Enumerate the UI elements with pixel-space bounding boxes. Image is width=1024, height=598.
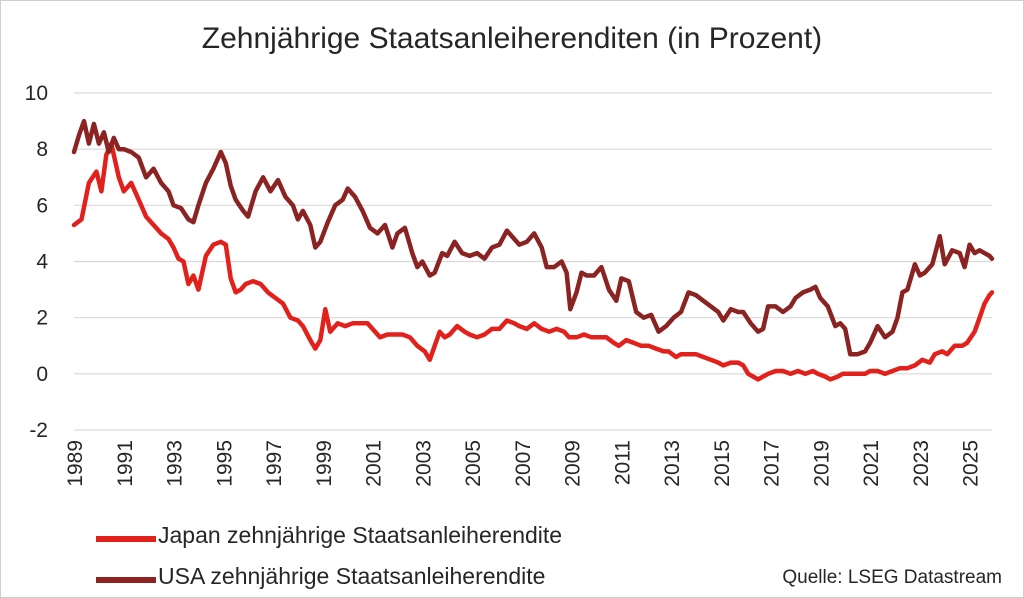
x-tick-label: 2003	[412, 440, 435, 487]
x-tick-label: 1989	[64, 440, 87, 487]
x-tick-label: 1991	[114, 440, 137, 487]
legend-label-japan: Japan zehnjährige Staatsanleiherendite	[158, 522, 563, 548]
x-tick-label: 1993	[164, 440, 187, 487]
legend-swatch-japan	[96, 536, 156, 542]
x-tick-label: 2017	[761, 440, 784, 487]
series-line-usa	[71, 118, 995, 357]
y-axis-ticks: 10 8 6 4 2 0 -2	[25, 82, 49, 442]
chart-title: Zehnjährige Staatsanleiherenditen (in Pr…	[201, 22, 823, 55]
x-tick-label: 2007	[512, 440, 535, 487]
x-tick-label: 1995	[213, 440, 236, 487]
legend-label-usa: USA zehnjährige Staatsanleiherendite	[158, 563, 546, 589]
y-tick-label: 2	[36, 307, 48, 330]
x-tick-label: 1997	[263, 440, 286, 487]
x-tick-label: 2015	[711, 440, 734, 487]
y-tick-label: 10	[25, 82, 48, 105]
x-tick-label: 2001	[363, 440, 386, 487]
legend-swatch-usa	[96, 577, 156, 583]
x-tick-label: 2011	[611, 440, 634, 485]
x-tick-label: 2021	[860, 440, 883, 487]
source-note: Quelle: LSEG Datastream	[782, 567, 1002, 588]
y-tick-label: -2	[29, 419, 48, 442]
x-tick-label: 2013	[661, 440, 684, 487]
x-tick-label: 2025	[960, 440, 983, 487]
legend-item-usa: USA zehnjährige Staatsanleiherendite	[96, 563, 716, 595]
gridlines	[74, 92, 992, 431]
x-tick-label: 2009	[562, 440, 585, 487]
x-axis-ticks: 1989 1991 1993 1995 1997 1999 2001 2003 2005 2007…	[64, 440, 983, 487]
series-line-japan	[71, 141, 995, 382]
x-tick-label: 2023	[910, 440, 933, 487]
x-tick-label: 2019	[810, 440, 833, 487]
legend-item-japan: Japan zehnjährige Staatsanleiherendite	[96, 522, 716, 554]
y-tick-label: 6	[36, 194, 48, 217]
series-lines	[71, 118, 995, 382]
y-tick-label: 8	[36, 138, 48, 161]
x-tick-label: 2005	[462, 440, 485, 487]
y-tick-label: 4	[36, 251, 48, 274]
y-tick-label: 0	[36, 363, 48, 386]
x-tick-label: 1999	[313, 440, 336, 487]
